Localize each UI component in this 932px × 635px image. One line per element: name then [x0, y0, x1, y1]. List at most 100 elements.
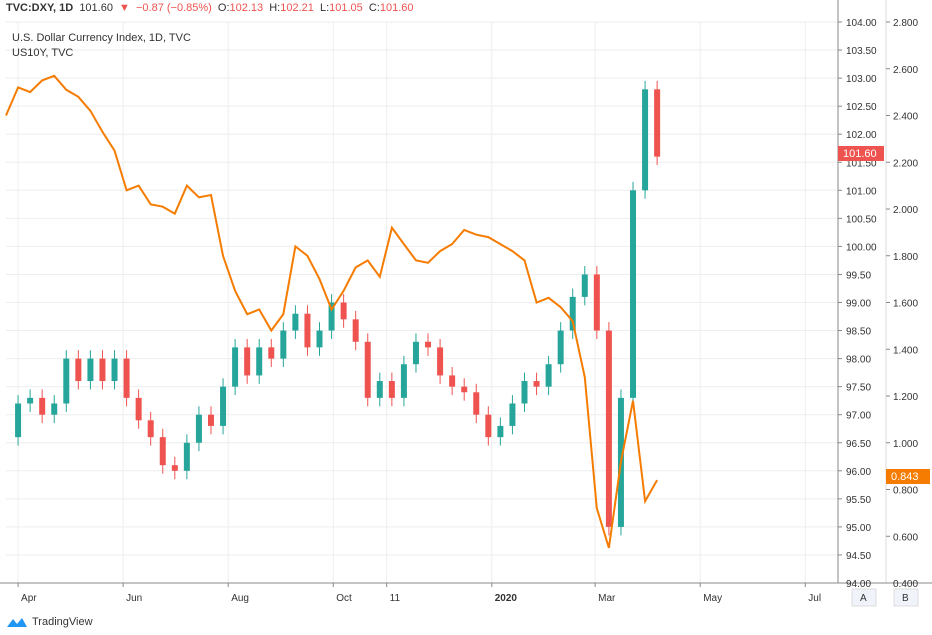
footer: TradingView — [6, 616, 93, 628]
tradingview-logo-icon[interactable] — [6, 616, 28, 628]
candle-body — [376, 381, 383, 398]
left-axis-tick-label: 95.00 — [846, 523, 871, 534]
candle-body — [485, 414, 492, 438]
time-axis-tick-label: Mar — [598, 593, 616, 604]
candle-body — [593, 274, 600, 331]
left-axis-tick-label: 102.00 — [846, 130, 877, 141]
brand-name[interactable]: TradingView — [32, 616, 93, 628]
candle-body — [75, 358, 82, 382]
left-axis-tick-label: 96.50 — [846, 439, 871, 450]
time-axis-tick-label: Aug — [231, 593, 249, 604]
open-value: 102.13 — [229, 2, 264, 14]
time-axis-tick-label: Apr — [21, 593, 37, 604]
time-axis-tick-label: May — [703, 593, 722, 604]
candle-body — [412, 341, 419, 365]
left-axis-tick-label: 100.50 — [846, 214, 877, 225]
candle-body — [123, 358, 130, 398]
candle-body — [183, 442, 190, 471]
candle-body — [27, 397, 34, 404]
candle-body — [268, 347, 275, 359]
symbol-header: TVC:DXY, 1D 101.60 ▼ −0.87 (−0.85%) O:10… — [6, 2, 417, 20]
candle-body — [630, 190, 637, 398]
low-value: 101.05 — [329, 2, 363, 14]
candle-body — [364, 341, 371, 398]
candle-body — [159, 437, 166, 466]
candle-body — [256, 347, 263, 376]
candle-body — [497, 425, 504, 438]
candle-body — [545, 364, 552, 387]
down-arrow-icon: ▼ — [119, 2, 130, 14]
close-value: 101.60 — [379, 2, 414, 14]
candle-body — [473, 392, 480, 415]
right-axis-tick-label: 1.400 — [893, 345, 918, 356]
left-axis-tick-label: 99.50 — [846, 270, 871, 281]
candle-body — [195, 414, 202, 443]
candle-body — [15, 403, 22, 438]
right-axis-tick-label: 2.600 — [893, 65, 918, 76]
left-axis-tick-label: 97.00 — [846, 411, 871, 422]
left-axis-tick-label: 94.00 — [846, 579, 871, 590]
candle-body — [425, 341, 432, 348]
right-axis-tick-label: 2.400 — [893, 112, 918, 123]
high-value: 102.21 — [280, 2, 314, 14]
right-axis-tick-label: 1.000 — [893, 439, 918, 450]
right-axis-tick-label: 2.200 — [893, 158, 918, 169]
candle-body — [111, 358, 118, 382]
candle-body — [437, 347, 444, 376]
left-axis-tick-label: 101.00 — [846, 186, 877, 197]
time-axis-tick-label: 2020 — [495, 593, 518, 604]
axis-button-a-label: A — [860, 593, 867, 604]
right-axis-tick-label: 1.800 — [893, 252, 918, 263]
candle-body — [449, 375, 456, 387]
candle-body — [135, 397, 142, 421]
close-label: C: — [368, 2, 380, 14]
candle-body — [642, 89, 649, 191]
left-axis-tick-label: 97.50 — [846, 383, 871, 394]
candle-body — [654, 89, 661, 157]
candle-body — [388, 381, 395, 398]
price-change: −0.87 (−0.85%) — [135, 2, 212, 14]
candle-body — [207, 414, 214, 426]
right-axis-tick-label: 0.600 — [893, 532, 918, 543]
candle-body — [533, 381, 540, 387]
candle-body — [521, 381, 528, 404]
candle-body — [220, 386, 227, 426]
axis-button-b[interactable]: B — [893, 588, 919, 607]
candle-body — [569, 296, 576, 331]
yield-label-badge: 0.843 — [886, 469, 930, 484]
last-price: 101.60 — [79, 2, 113, 14]
candle-body — [51, 403, 58, 415]
left-axis-tick-label: 103.00 — [846, 74, 877, 85]
dxy-candles — [15, 80, 661, 536]
candle-body — [292, 313, 299, 331]
right-axis-tick-label: 1.600 — [893, 299, 918, 310]
right-axis-tick-label: 1.200 — [893, 392, 918, 403]
right-axis-tick-label: 2.800 — [893, 18, 918, 29]
left-axis-tick-label: 103.50 — [846, 46, 877, 57]
axes: 104.00103.50103.00102.50102.00101.50101.… — [0, 0, 932, 604]
candle-body — [605, 330, 612, 527]
left-axis-tick-label: 100.00 — [846, 242, 877, 253]
symbol-name[interactable]: TVC:DXY, 1D — [6, 2, 74, 14]
time-axis-tick-label: Jun — [126, 593, 142, 604]
grid-lines — [6, 21, 838, 584]
candle-body — [87, 358, 94, 382]
right-axis-tick-label: 0.800 — [893, 486, 918, 497]
axis-button-a[interactable]: A — [851, 588, 877, 607]
time-axis-tick-label: Oct — [336, 593, 352, 604]
axis-button-b-label: B — [902, 593, 909, 604]
low-label: L: — [319, 2, 330, 14]
candle-body — [581, 274, 588, 297]
candle-body — [340, 302, 347, 320]
candle-body — [232, 347, 239, 387]
legend-main[interactable]: U.S. Dollar Currency Index, 1D, TVC — [12, 32, 191, 44]
price-label-badge: 101.60 — [838, 146, 884, 161]
left-axis-tick-label: 99.00 — [846, 299, 871, 310]
left-axis-tick-label: 98.50 — [846, 327, 871, 338]
time-axis-tick-label: 11 — [390, 593, 401, 604]
left-axis-tick-label: 96.00 — [846, 467, 871, 478]
legend-overlay[interactable]: US10Y, TVC — [12, 47, 73, 59]
candle-body — [280, 330, 287, 359]
right-axis-tick-label: 2.000 — [893, 205, 918, 216]
